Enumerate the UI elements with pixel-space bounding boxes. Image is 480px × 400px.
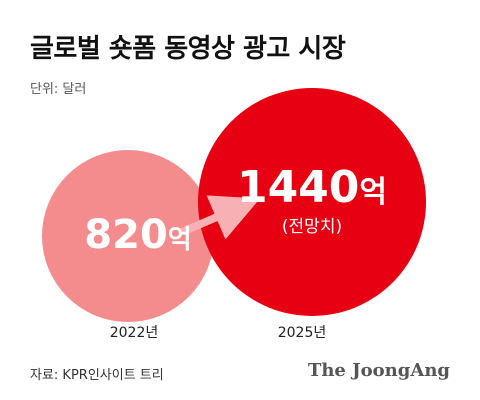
value-label-2025년: 1440억	[237, 162, 387, 213]
value-label-2022년: 820억	[84, 212, 191, 258]
chart-title: 글로벌 숏폼 동영상 광고 시장	[30, 34, 346, 64]
growth-arrow	[180, 195, 261, 240]
category-label-2025년: 2025년	[278, 325, 327, 341]
forecast-annotation: (전망치)	[282, 217, 342, 237]
publisher-logo: The JoongAng	[307, 360, 450, 381]
bubble-chart: 820억 1440억 (전망치) 2022년 2025년	[42, 88, 426, 341]
bubble-2025년	[198, 88, 426, 316]
unit-label: 단위: 달러	[30, 82, 87, 97]
bubble-2022년	[42, 150, 214, 322]
category-label-2022년: 2022년	[110, 325, 159, 341]
source-note: 자료: KPR인사이트 트리	[30, 368, 164, 383]
